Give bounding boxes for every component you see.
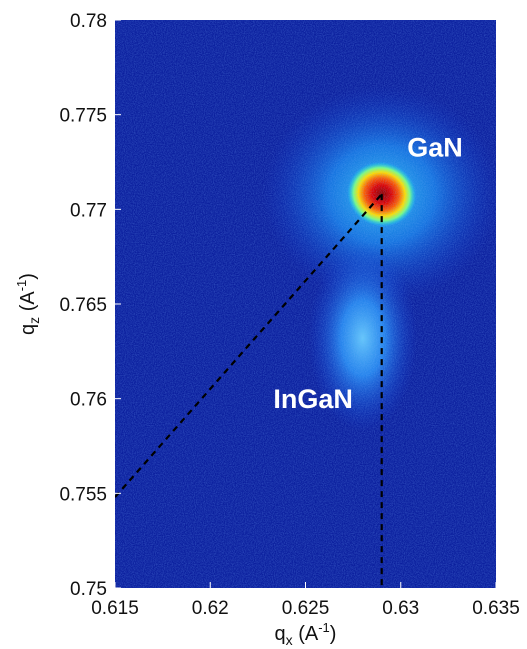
y-tick-label: 0.765 xyxy=(59,295,107,316)
x-tick-label: 0.63 xyxy=(382,598,419,619)
y-axis-label: qz (A-1) xyxy=(14,273,42,335)
x-tick-label: 0.62 xyxy=(192,598,229,619)
y-tick-label: 0.75 xyxy=(70,579,107,600)
speckle-noise xyxy=(115,20,496,588)
x-axis-label: qx (A-1) xyxy=(275,620,337,648)
x-tick-label: 0.635 xyxy=(472,598,520,619)
y-tick-label: 0.78 xyxy=(70,11,107,32)
y-tick-label: 0.77 xyxy=(70,200,107,221)
x-tick-label: 0.625 xyxy=(282,598,330,619)
annotation-gan: GaN xyxy=(407,132,463,162)
y-tick-label: 0.76 xyxy=(70,390,107,411)
y-tick-label: 0.775 xyxy=(59,106,107,127)
annotation-ingan: InGaN xyxy=(273,384,353,414)
relaxation-line xyxy=(115,193,383,498)
y-tick-label: 0.755 xyxy=(59,484,107,505)
x-tick-label: 0.615 xyxy=(91,598,139,619)
